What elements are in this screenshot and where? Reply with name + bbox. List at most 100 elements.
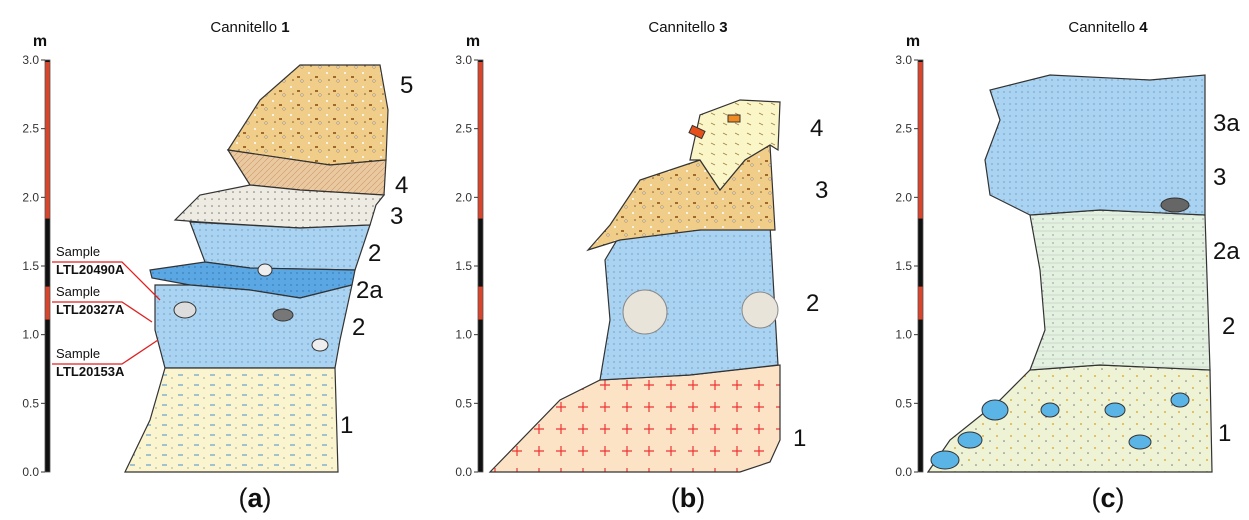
layer-2-upper <box>189 221 371 271</box>
shell <box>311 338 329 352</box>
layer-label: 5 <box>400 72 413 99</box>
letter: b <box>680 483 697 513</box>
shell <box>173 301 197 319</box>
layer-label: 1 <box>793 425 806 452</box>
tick-label: 0.0 <box>22 465 39 479</box>
layer-5 <box>226 64 389 166</box>
layer-label: 1 <box>1218 420 1231 447</box>
layer-label: 2a <box>1213 238 1240 265</box>
sample-label: Sample <box>56 284 100 299</box>
scale-red <box>478 62 483 219</box>
sample-id: LTL20490A <box>56 262 125 277</box>
tick-label: 1.5 <box>22 259 39 273</box>
panel-title: Cannitello 3 <box>648 19 727 36</box>
paren: ( <box>671 483 680 513</box>
layer-label: 2 <box>806 290 819 317</box>
panel-b: Cannitello 3 4 3 2 1 (b) <box>488 19 828 513</box>
scale-bar: m 0.0 0.5 1.0 1.5 2.0 2.5 3.0 <box>895 33 924 479</box>
clast <box>1040 402 1060 418</box>
scale-red <box>918 62 923 219</box>
scale-red <box>918 286 923 320</box>
title-name: Cannitello <box>1068 19 1135 36</box>
tick-label: 0.0 <box>895 465 912 479</box>
clast <box>688 124 706 140</box>
scale-red <box>45 62 50 219</box>
tick-label: 2.0 <box>895 190 912 204</box>
layer-4 <box>689 99 781 192</box>
panel-letter: (a) <box>238 483 271 513</box>
axis-unit: m <box>906 33 920 50</box>
title-number: 1 <box>281 19 289 36</box>
letter: a <box>247 483 263 513</box>
scale-red <box>478 286 483 320</box>
layer-label: 2 <box>368 240 381 267</box>
panel-a: Cannitello 1 Sample LTL20490A Sample LTL… <box>52 19 413 513</box>
layer-2 <box>1029 209 1211 371</box>
clast <box>1170 392 1190 408</box>
sample-id: LTL20153A <box>56 364 125 379</box>
scale-bar: m 0.0 0.5 1.0 1.5 2.0 2.5 3.0 <box>22 33 51 479</box>
coral <box>741 291 779 329</box>
layer-label: 2 <box>1222 313 1235 340</box>
tick-label: 0.5 <box>895 396 912 410</box>
tick-label: 1.5 <box>895 259 912 273</box>
panel-letter: (b) <box>671 483 706 513</box>
layer-2-lower <box>154 284 353 369</box>
layer-label: 3 <box>390 203 403 230</box>
layer-label: 2a <box>356 277 383 304</box>
tick-label: 2.5 <box>455 122 472 136</box>
tick-label: 1.5 <box>455 259 472 273</box>
layer-label: 4 <box>810 115 823 142</box>
clast <box>981 399 1009 421</box>
paren: ( <box>238 483 247 513</box>
scale-bar: m 0.0 0.5 1.0 1.5 2.0 2.5 3.0 <box>455 33 484 479</box>
sample-label: Sample <box>56 346 100 361</box>
tick-label: 0.0 <box>455 465 472 479</box>
sample-connector <box>52 339 159 365</box>
paren: ) <box>1116 483 1125 513</box>
panel-c: Cannitello 4 3a 3 2a 2 1 (c) <box>926 19 1240 513</box>
shell <box>272 308 294 322</box>
sample-connector <box>52 261 161 301</box>
tick-label: 2.5 <box>22 122 39 136</box>
tick-label: 1.0 <box>22 328 39 342</box>
clast <box>727 114 741 123</box>
panel-title: Cannitello 4 <box>1068 19 1148 36</box>
tick-label: 3.0 <box>22 53 39 67</box>
layer-label: 4 <box>395 172 408 199</box>
tick-label: 2.5 <box>895 122 912 136</box>
layer-label: 3a <box>1213 110 1240 137</box>
sample-id: LTL20327A <box>56 302 125 317</box>
shell <box>1160 197 1190 213</box>
layer-1 <box>488 364 781 473</box>
axis-unit: m <box>33 33 47 50</box>
tick-label: 2.0 <box>22 190 39 204</box>
layer-label: 2 <box>352 314 365 341</box>
paren: ) <box>696 483 705 513</box>
tick-label: 3.0 <box>895 53 912 67</box>
tick-label: 0.5 <box>22 396 39 410</box>
tick-label: 1.0 <box>895 328 912 342</box>
clast <box>957 431 983 449</box>
scale-red <box>45 286 50 320</box>
panel-title: Cannitello 1 <box>210 19 289 36</box>
paren: ( <box>1091 483 1100 513</box>
layer-3 <box>984 74 1206 216</box>
layer-label: 3 <box>815 177 828 204</box>
sample-connector <box>52 301 153 323</box>
title-number: 4 <box>1139 19 1148 36</box>
scale-black <box>45 60 50 472</box>
layer-1 <box>124 367 339 473</box>
clast <box>930 450 960 470</box>
letter: c <box>1100 483 1115 513</box>
scale-black <box>478 60 483 472</box>
sample-label: Sample <box>56 244 100 259</box>
title-name: Cannitello <box>210 19 277 36</box>
title-name: Cannitello <box>648 19 715 36</box>
tick-label: 1.0 <box>455 328 472 342</box>
axis-unit: m <box>466 33 480 50</box>
tick-label: 3.0 <box>455 53 472 67</box>
tick-label: 0.5 <box>455 396 472 410</box>
clast <box>1128 434 1152 450</box>
